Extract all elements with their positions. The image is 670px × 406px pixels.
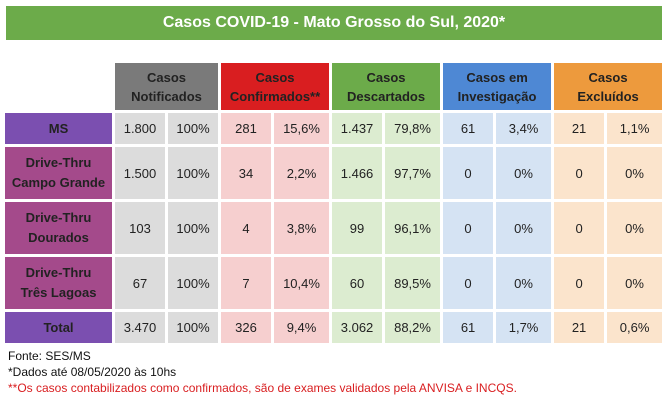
table-cell: 97,7% xyxy=(385,147,441,199)
table-cell: 7 xyxy=(221,257,272,309)
table-cell: 10,4% xyxy=(274,257,330,309)
table-cell: 100% xyxy=(168,312,219,343)
table-cell: 1.437 xyxy=(332,113,383,144)
table-cell: 34 xyxy=(221,147,272,199)
table-cell: 281 xyxy=(221,113,272,144)
row-label-campo-grande: Drive-Thru Campo Grande xyxy=(5,147,112,199)
header-notificados: Casos Notificados xyxy=(115,63,219,110)
covid-cases-table: Casos Notificados Casos Confirmados** Caso… xyxy=(2,60,665,346)
table-cell: 103 xyxy=(115,202,165,254)
table-cell: 21 xyxy=(554,113,605,144)
table-cell: 2,2% xyxy=(274,147,330,199)
table-cell: 60 xyxy=(332,257,383,309)
table-cell: 1.500 xyxy=(115,147,165,199)
header-excluidos: Casos Excluídos xyxy=(554,63,663,110)
table-cell: 3.470 xyxy=(115,312,165,343)
table-cell: 326 xyxy=(221,312,272,343)
table-row: Drive-Thru Campo Grande 1.500 100% 34 2,2… xyxy=(5,147,663,199)
table-cell: 0 xyxy=(443,202,494,254)
table-row: Drive-Thru Três Lagoas 67 100% 7 10,4% 60… xyxy=(5,257,663,309)
table-cell: 96,1% xyxy=(385,202,441,254)
table-cell: 21 xyxy=(554,312,605,343)
date-note: *Dados até 08/05/2020 às 10hs xyxy=(8,365,177,379)
table-cell: 0% xyxy=(607,202,663,254)
table-cell: 100% xyxy=(168,147,219,199)
table-cell: 100% xyxy=(168,202,219,254)
table-cell: 0% xyxy=(496,257,552,309)
table-cell: 4 xyxy=(221,202,272,254)
row-label-ms: MS xyxy=(5,113,112,144)
table-cell: 0 xyxy=(554,257,605,309)
table-cell: 89,5% xyxy=(385,257,441,309)
table-cell: 61 xyxy=(443,312,494,343)
table-cell: 0% xyxy=(496,147,552,199)
table-cell: 0 xyxy=(443,257,494,309)
table-cell: 0 xyxy=(443,147,494,199)
confirmed-note: **Os casos contabilizados como confirmad… xyxy=(8,381,517,395)
source-note: Fonte: SES/MS xyxy=(8,349,91,363)
table-row: MS 1.800 100% 281 15,6% 1.437 79,8% 61 3… xyxy=(5,113,663,144)
footnotes: Fonte: SES/MS *Dados até 08/05/2020 às 1… xyxy=(8,348,517,396)
table-cell: 100% xyxy=(168,257,219,309)
table-cell: 1,1% xyxy=(607,113,663,144)
table-cell: 67 xyxy=(115,257,165,309)
page-title: Casos COVID-19 - Mato Grosso do Sul, 202… xyxy=(6,6,662,40)
table-cell: 0% xyxy=(496,202,552,254)
table-cell: 3.062 xyxy=(332,312,383,343)
table-cell: 99 xyxy=(332,202,383,254)
table-row: Drive-Thru Dourados 103 100% 4 3,8% 99 96… xyxy=(5,202,663,254)
table-cell: 0% xyxy=(607,147,663,199)
table-cell: 88,2% xyxy=(385,312,441,343)
header-investigacao: Casos em Investigação xyxy=(443,63,552,110)
table-cell: 9,4% xyxy=(274,312,330,343)
table-cell: 0 xyxy=(554,202,605,254)
table-cell: 1,7% xyxy=(496,312,552,343)
row-label-dourados: Drive-Thru Dourados xyxy=(5,202,112,254)
table-cell: 79,8% xyxy=(385,113,441,144)
header-row: Casos Notificados Casos Confirmados** Caso… xyxy=(5,63,663,110)
header-confirmados: Casos Confirmados** xyxy=(221,63,330,110)
table-cell: 1.800 xyxy=(115,113,165,144)
table-row: Total 3.470 100% 326 9,4% 3.062 88,2% 61… xyxy=(5,312,663,343)
header-descartados: Casos Descartados xyxy=(332,63,441,110)
header-corner xyxy=(5,63,112,110)
table-cell: 0% xyxy=(607,257,663,309)
table-cell: 100% xyxy=(168,113,219,144)
table-cell: 0,6% xyxy=(607,312,663,343)
row-label-total: Total xyxy=(5,312,112,343)
table-cell: 3,8% xyxy=(274,202,330,254)
table-cell: 15,6% xyxy=(274,113,330,144)
row-label-tres-lagoas: Drive-Thru Três Lagoas xyxy=(5,257,112,309)
table-cell: 61 xyxy=(443,113,494,144)
table-cell: 1.466 xyxy=(332,147,383,199)
table-cell: 3,4% xyxy=(496,113,552,144)
table-cell: 0 xyxy=(554,147,605,199)
